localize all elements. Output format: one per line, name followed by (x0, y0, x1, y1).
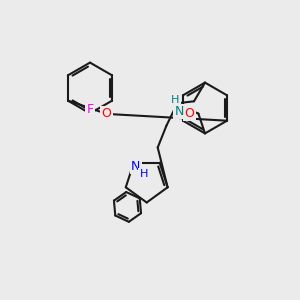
Text: H: H (140, 169, 148, 179)
Text: H: H (171, 95, 179, 106)
Text: N: N (131, 160, 140, 173)
Text: O: O (184, 107, 194, 120)
Text: N: N (175, 105, 184, 118)
Text: F: F (86, 103, 94, 116)
Text: O: O (102, 107, 111, 120)
